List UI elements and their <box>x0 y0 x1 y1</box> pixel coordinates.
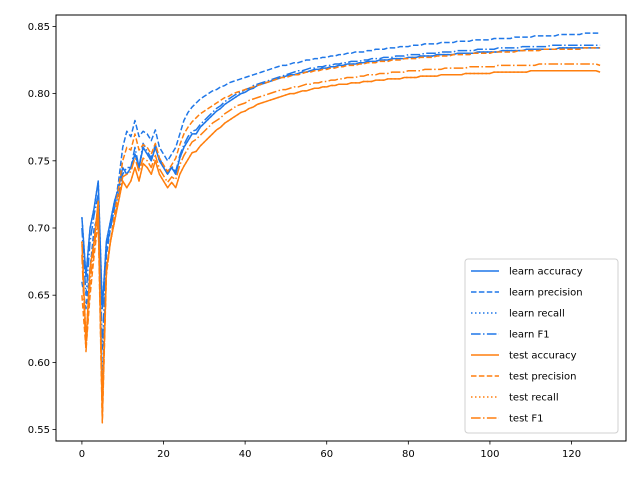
y-tick-label: 0.60 <box>28 358 50 369</box>
legend-label-learn-recall: learn recall <box>509 309 565 320</box>
x-tick-label: 100 <box>480 449 499 460</box>
legend-label-test-f1: test F1 <box>509 414 544 425</box>
legend-label-test-precision: test precision <box>509 372 577 383</box>
legend-label-test-accuracy: test accuracy <box>509 351 577 362</box>
y-tick-label: 0.65 <box>28 291 50 302</box>
series-line-learn-recall <box>81 47 601 310</box>
x-axis: 0 20 40 60 80 100 120 <box>79 441 581 460</box>
series-line-test-precision <box>81 47 601 424</box>
x-tick-label: 80 <box>402 449 415 460</box>
x-tick-label: 60 <box>320 449 333 460</box>
legend-box <box>464 258 619 434</box>
x-tick-label: 40 <box>239 449 252 460</box>
legend-label-learn-f1: learn F1 <box>509 330 550 341</box>
x-tick-label: 120 <box>562 449 581 460</box>
x-tick-label: 0 <box>79 449 85 460</box>
y-axis: 0.55 0.60 0.65 0.70 0.75 0.80 0.85 <box>28 22 56 436</box>
series-layer <box>81 32 601 424</box>
legend-label-learn-precision: learn precision <box>509 288 583 299</box>
y-tick-label: 0.70 <box>28 224 50 235</box>
y-tick-label: 0.80 <box>28 89 50 100</box>
y-tick-label: 0.75 <box>28 156 50 167</box>
x-tick-label: 20 <box>157 449 170 460</box>
legend-label-test-recall: test recall <box>509 393 559 404</box>
legend-label-learn-accuracy: learn accuracy <box>509 267 583 278</box>
legend: learn accuracy learn precision learn recal… <box>464 258 619 434</box>
series-line-test-recall <box>81 70 601 411</box>
y-tick-label: 0.85 <box>28 22 50 33</box>
y-tick-label: 0.55 <box>28 425 50 436</box>
series-line-test-f1 <box>81 63 601 420</box>
